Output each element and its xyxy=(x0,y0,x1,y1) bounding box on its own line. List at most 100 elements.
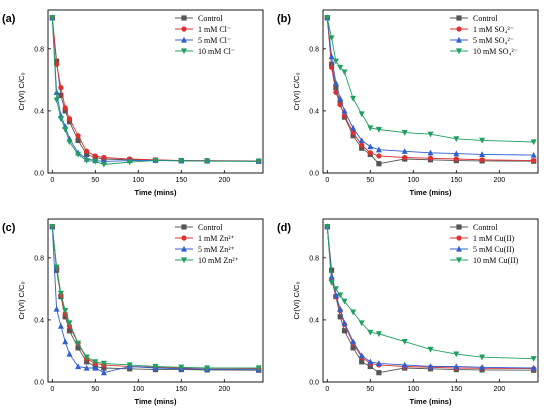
data-point xyxy=(337,95,344,102)
series-3 xyxy=(324,15,537,146)
panel-label: (b) xyxy=(277,13,291,25)
data-point xyxy=(49,15,56,21)
data-point xyxy=(333,85,339,91)
data-point xyxy=(66,139,73,146)
y-tick-label: 0.8 xyxy=(34,255,44,262)
data-point xyxy=(328,53,335,60)
series-3 xyxy=(49,15,262,168)
data-point xyxy=(358,320,365,327)
series-3 xyxy=(49,224,262,372)
y-axis-label: Cr(VI) C/C₀ xyxy=(17,72,26,110)
panel-d: 0 50 100 150 200 0.0 0.4 0.8 Time (mins) Cr(VI) C… xyxy=(275,209,550,417)
data-point xyxy=(350,309,357,316)
data-point xyxy=(358,352,365,359)
data-point xyxy=(58,92,64,98)
legend-marker xyxy=(181,48,187,55)
legend-entry: Control xyxy=(473,223,498,232)
data-point xyxy=(62,338,69,345)
data-point xyxy=(453,351,460,358)
x-tick-label: 0 xyxy=(50,177,54,184)
data-point xyxy=(350,95,357,102)
data-point xyxy=(84,148,90,154)
data-point xyxy=(49,224,56,230)
data-point xyxy=(92,153,98,159)
data-point xyxy=(531,157,537,164)
legend-entry: 1 mM Cu(II) xyxy=(473,234,515,243)
data-point xyxy=(341,69,348,76)
chart-a: 0 50 100 150 200 0.0 0.4 0.8 Time (mins) Cr(VI) C… xyxy=(2,9,264,197)
data-point xyxy=(375,360,382,366)
x-tick-label: 200 xyxy=(493,386,505,393)
data-point xyxy=(401,361,408,368)
data-point xyxy=(427,155,434,161)
data-point xyxy=(341,319,348,326)
legend-marker xyxy=(181,15,187,21)
y-axis-label: Cr(VI) C/C₀ xyxy=(292,72,301,110)
data-point xyxy=(376,370,382,376)
legend-entry: 10 mM Zn²⁺ xyxy=(198,256,239,265)
series-1 xyxy=(324,15,537,164)
data-point xyxy=(66,350,73,357)
data-point xyxy=(479,354,486,361)
legend-entry: 10 mM Cl⁻ xyxy=(198,47,235,56)
data-point xyxy=(324,15,331,21)
data-point xyxy=(66,328,73,334)
legend-entry: 10 mM Cu(II) xyxy=(473,256,519,265)
x-tick-label: 200 xyxy=(493,177,505,184)
data-point xyxy=(453,150,460,157)
data-point xyxy=(350,345,356,351)
data-point xyxy=(367,329,374,336)
data-point xyxy=(92,158,99,165)
x-tick-label: 200 xyxy=(218,386,230,393)
x-tick-label: 50 xyxy=(91,177,99,184)
data-point xyxy=(367,125,374,132)
x-tick-label: 200 xyxy=(218,177,230,184)
x-tick-label: 0 xyxy=(50,386,54,393)
data-point xyxy=(62,108,68,114)
data-point xyxy=(126,159,133,166)
data-point xyxy=(58,85,64,91)
data-point xyxy=(62,105,68,111)
series-2 xyxy=(324,223,537,371)
data-point xyxy=(337,292,344,299)
data-point xyxy=(53,97,60,104)
data-point xyxy=(75,133,81,139)
data-point xyxy=(101,365,107,371)
legend-marker xyxy=(181,257,187,264)
data-point xyxy=(100,369,107,376)
legend-marker xyxy=(181,245,187,252)
x-tick-label: 0 xyxy=(325,386,329,393)
data-point xyxy=(530,151,537,158)
x-tick-label: 150 xyxy=(175,386,187,393)
data-point xyxy=(66,320,73,327)
y-tick-label: 0.4 xyxy=(309,108,319,115)
data-point xyxy=(337,314,343,320)
data-point xyxy=(359,359,365,365)
y-tick-label: 0.4 xyxy=(34,108,44,115)
legend-marker xyxy=(456,257,462,264)
series-line xyxy=(51,226,259,369)
data-point xyxy=(427,363,434,370)
data-point xyxy=(401,339,408,345)
data-point xyxy=(401,130,408,136)
legend-marker xyxy=(456,224,462,230)
legend-marker xyxy=(181,26,187,32)
legend-entry: 5 mM Cu(II) xyxy=(473,245,515,254)
chart-b: 0 50 100 150 200 0.0 0.4 0.8 Time (mins) Cr(VI) C… xyxy=(277,9,539,197)
y-tick-label: 0.8 xyxy=(34,46,44,53)
plot-frame xyxy=(47,218,264,383)
data-point xyxy=(75,137,81,143)
data-point xyxy=(75,151,82,158)
data-point xyxy=(402,154,408,161)
data-point xyxy=(376,153,382,159)
panel-label: (c) xyxy=(2,222,16,234)
x-tick-label: 100 xyxy=(132,386,144,393)
data-point xyxy=(83,354,90,361)
data-point xyxy=(92,359,99,366)
data-point xyxy=(75,340,82,347)
data-point xyxy=(350,338,357,345)
x-tick-label: 50 xyxy=(366,177,374,184)
panel-b: 0 50 100 150 200 0.0 0.4 0.8 Time (mins) Cr(VI) C… xyxy=(275,0,550,208)
data-point xyxy=(337,305,344,312)
legend-entry: Control xyxy=(473,14,498,23)
